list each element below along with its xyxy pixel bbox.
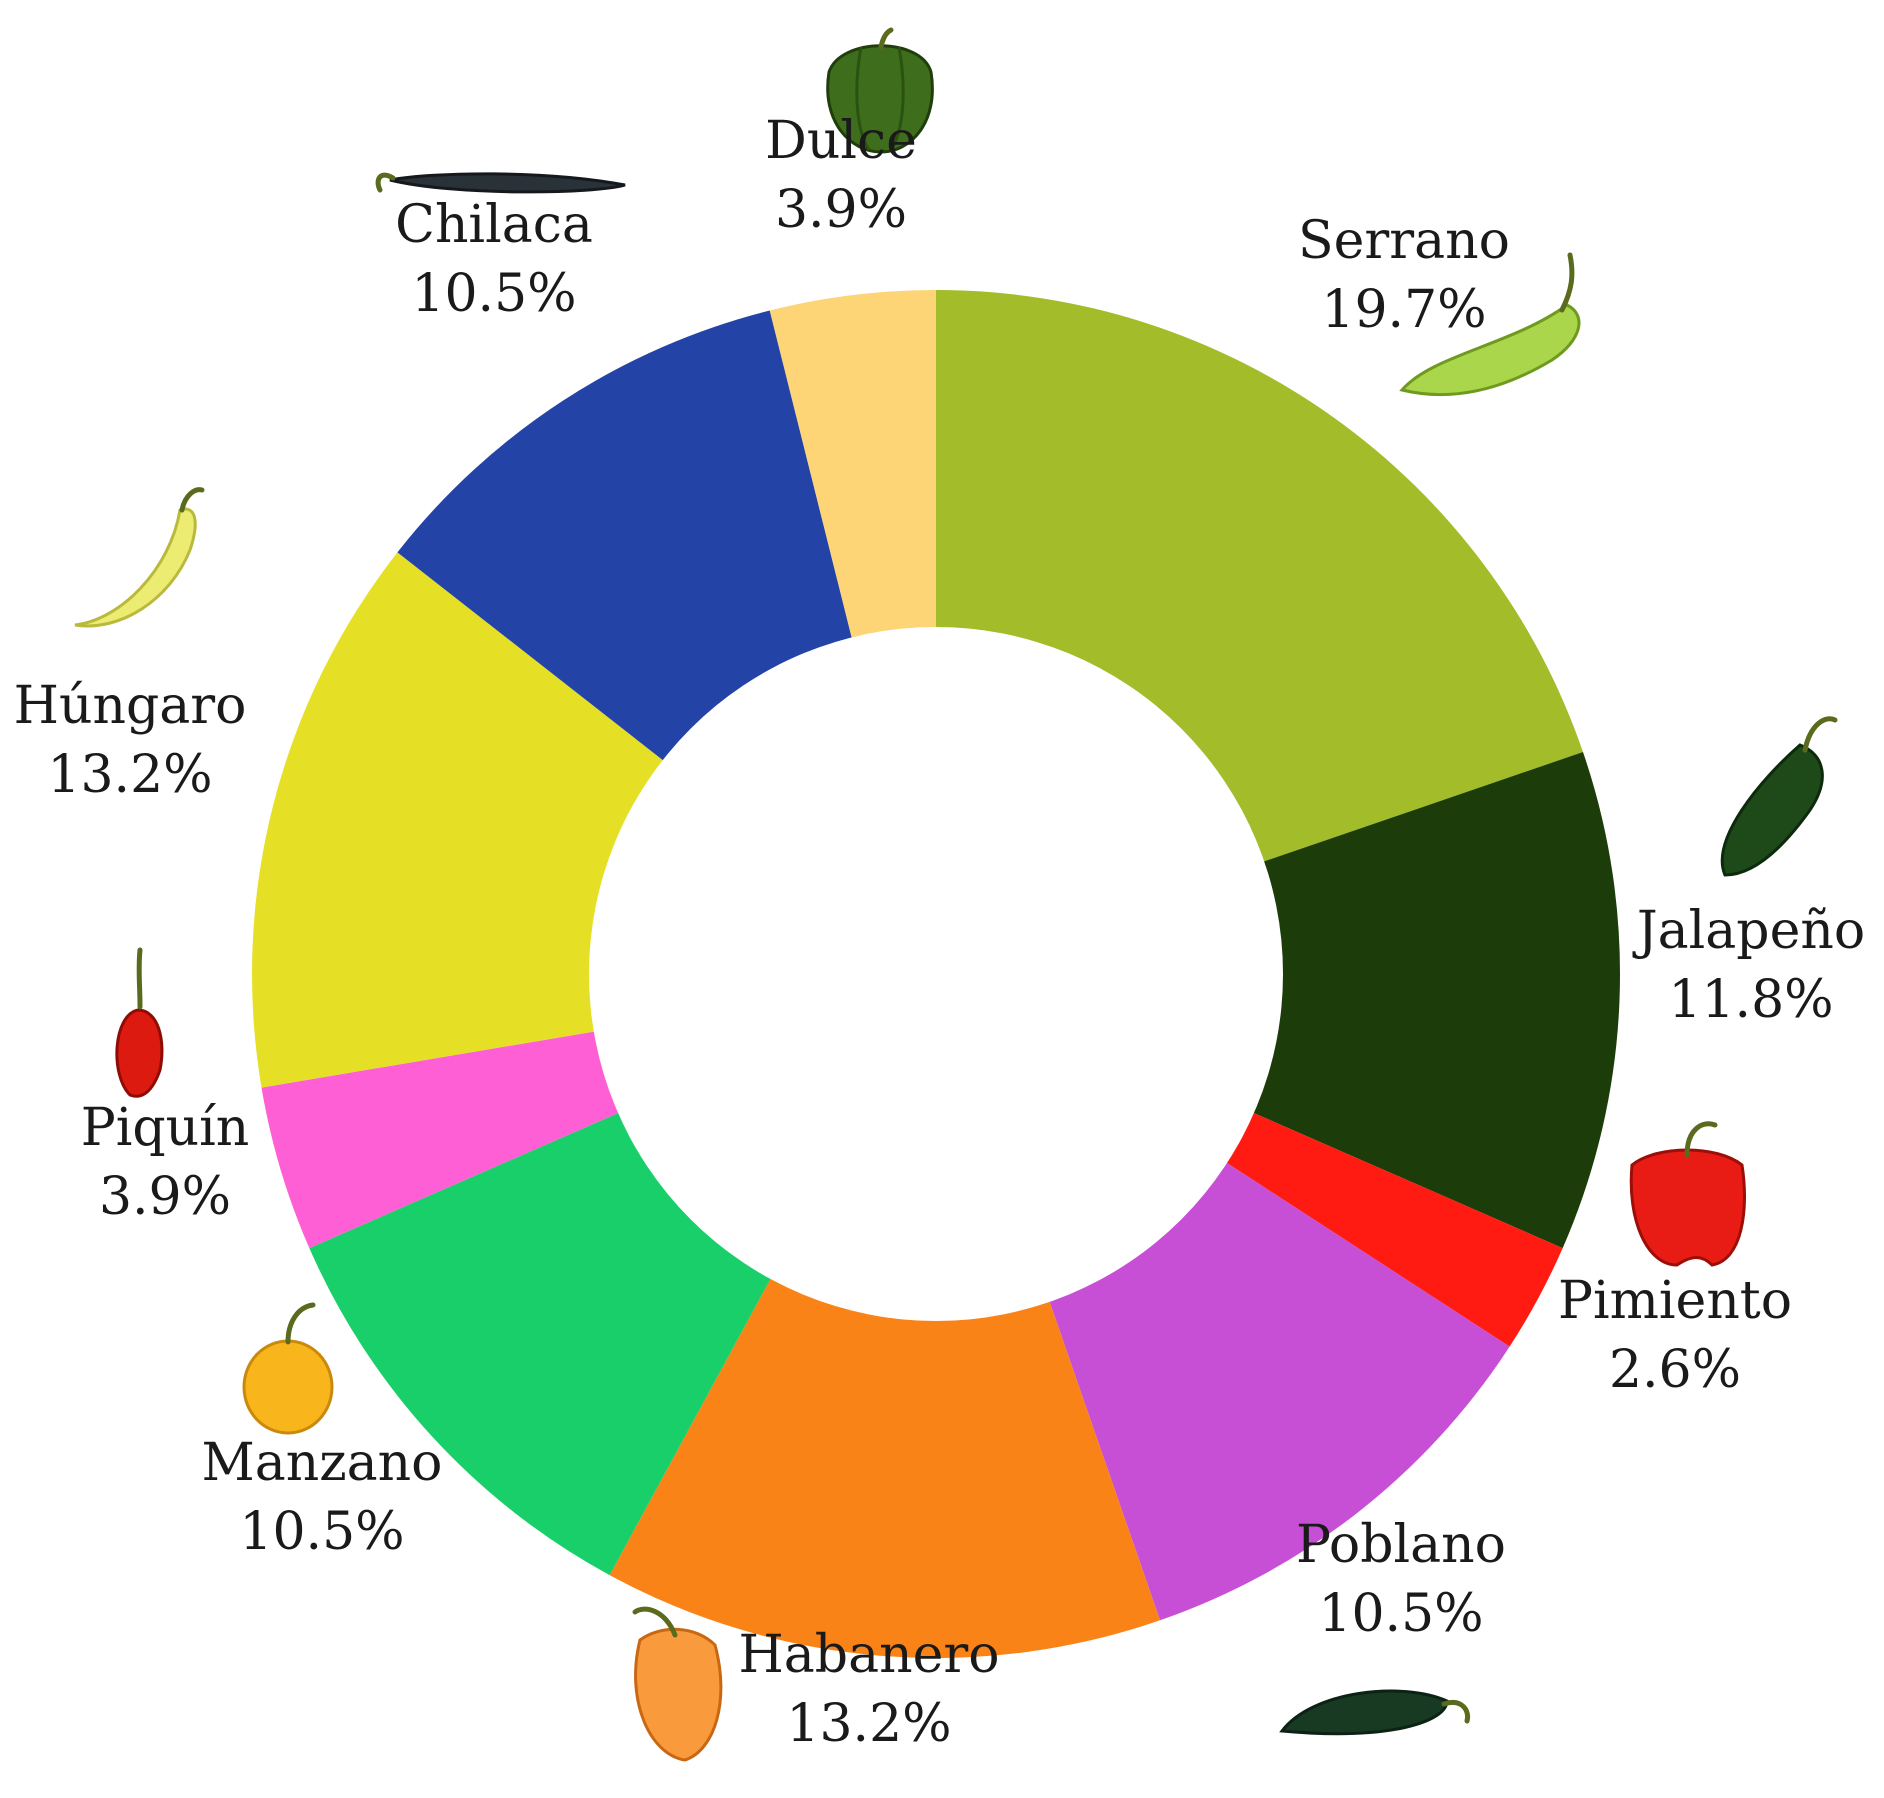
slice-value-serrano: 19.7%: [1321, 280, 1486, 340]
slice-value-manzano: 10.5%: [239, 1502, 404, 1562]
slice-name-pimiento: Pimiento: [1558, 1271, 1792, 1331]
slice-name-hungaro: Húngaro: [14, 676, 247, 736]
pepper-icons: [74, 27, 1838, 1762]
slice-name-dulce: Dulce: [765, 111, 917, 171]
slice-value-piquin: 3.9%: [99, 1167, 231, 1227]
green-serrano-pepper-icon: [1399, 252, 1581, 397]
orange-habanero-pepper-icon: [632, 1606, 723, 1762]
green-sweet-pepper-icon: [826, 27, 934, 154]
slice-name-chilaca: Chilaca: [395, 195, 593, 255]
red-bell-pepper-icon: [1629, 1121, 1746, 1267]
dark-poblano-pepper-icon: [1279, 1689, 1471, 1736]
yellow-hungarian-pepper-icon: [74, 487, 205, 628]
slice-name-habanero: Habanero: [738, 1625, 999, 1685]
slice-name-jalapeno: Jalapeño: [1632, 901, 1865, 961]
yellow-manzano-pepper-icon: [242, 1302, 334, 1435]
slice-name-poblano: Poblano: [1296, 1515, 1506, 1575]
slice-value-poblano: 10.5%: [1318, 1584, 1483, 1644]
slice-name-piquin: Piquín: [81, 1098, 250, 1158]
long-dark-chilaca-pepper-icon: [375, 172, 626, 194]
slice-name-serrano: Serrano: [1298, 211, 1510, 271]
dark-green-jalapeno-pepper-icon: [1720, 716, 1838, 877]
slice-value-pimiento: 2.6%: [1609, 1340, 1741, 1400]
slice-value-hungaro: 13.2%: [47, 745, 212, 805]
small-red-piquin-pepper-icon: [115, 947, 164, 1098]
donut-hole: [589, 627, 1283, 1321]
slice-value-dulce: 3.9%: [775, 180, 907, 240]
slice-value-chilaca: 10.5%: [411, 264, 576, 324]
slice-value-jalapeno: 11.8%: [1668, 970, 1833, 1030]
slice-labels: Serrano 19.7% Jalapeño 11.8% Pimiento 2.6% Pob…: [14, 111, 1866, 1754]
slice-value-habanero: 13.2%: [786, 1694, 951, 1754]
slice-name-manzano: Manzano: [202, 1433, 443, 1493]
